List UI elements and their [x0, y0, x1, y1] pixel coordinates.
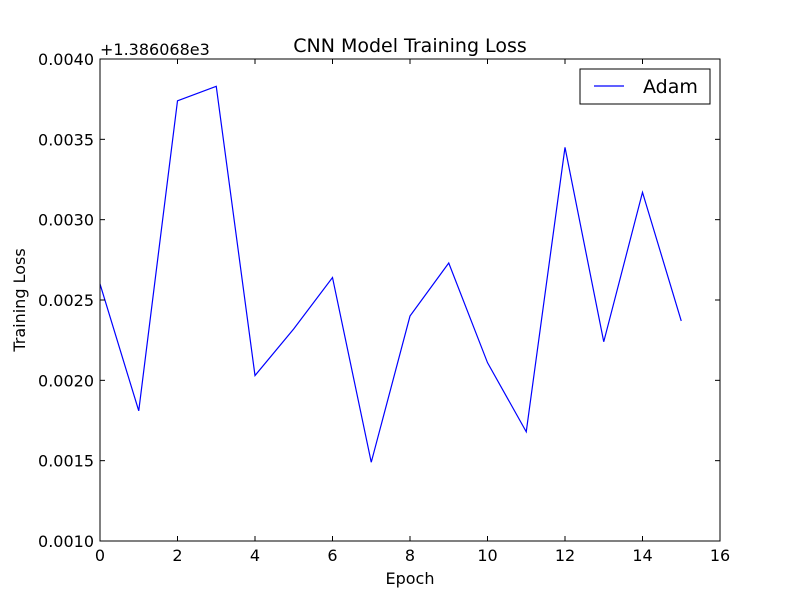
x-tick-label: 10 — [477, 546, 497, 565]
x-tick-label: 0 — [95, 546, 105, 565]
y-axis-label: Training Loss — [10, 248, 29, 352]
y-tick-label: 0.0010 — [38, 532, 94, 551]
ticks — [99, 58, 721, 542]
x-tick-label: 8 — [405, 546, 415, 565]
y-tick-label: 0.0030 — [38, 211, 94, 230]
legend-label-adam: Adam — [643, 76, 698, 98]
x-tick-label: 12 — [555, 546, 575, 565]
y-tick-label: 0.0025 — [38, 291, 94, 310]
x-tick-label: 2 — [172, 546, 182, 565]
y-axis-offset-text: +1.386068e3 — [100, 40, 210, 59]
legend: Adam — [579, 68, 711, 105]
tick-labels: 0 2 4 6 8 10 12 14 16 0.0010 0.0015 0.0020 0.0025 0.0… — [38, 50, 730, 565]
x-tick-label: 16 — [710, 546, 730, 565]
x-tick-label: 4 — [250, 546, 260, 565]
y-tick-label: 0.0040 — [38, 50, 94, 69]
y-tick-label: 0.0020 — [38, 371, 94, 390]
x-tick-label: 14 — [632, 546, 652, 565]
x-tick-label: 6 — [327, 546, 337, 565]
series-line-adam — [99, 85, 682, 463]
y-tick-label: 0.0015 — [38, 452, 94, 471]
chart-title: CNN Model Training Loss — [293, 35, 527, 57]
x-axis-label: Epoch — [386, 569, 435, 588]
y-tick-label: 0.0035 — [38, 130, 94, 149]
